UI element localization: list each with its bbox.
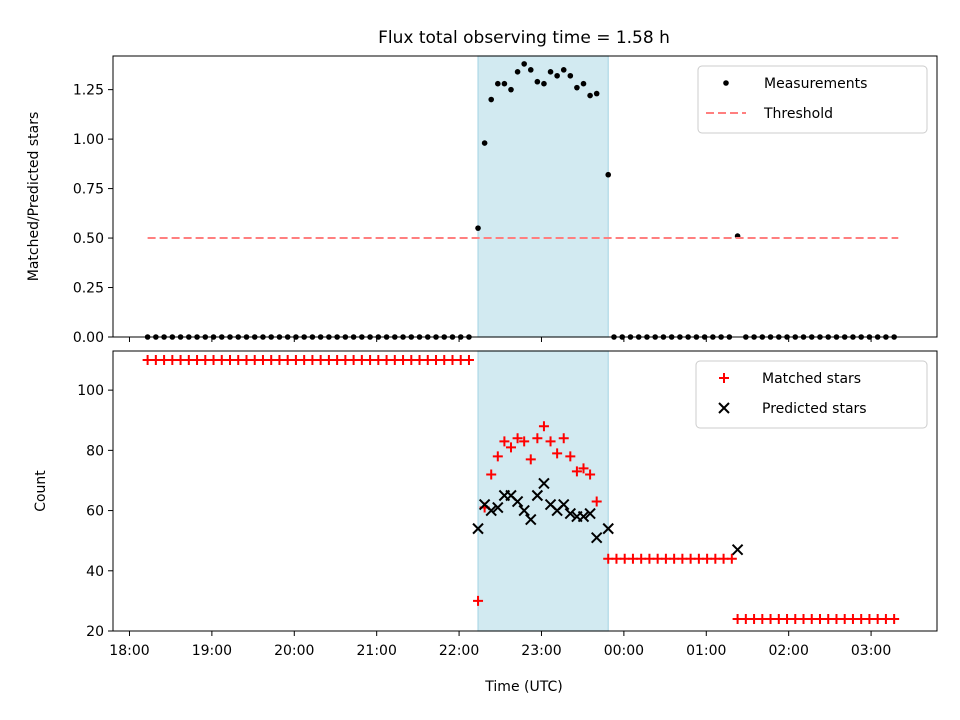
measurement-point <box>508 86 514 93</box>
matched-star-point <box>578 463 589 474</box>
matched-star-point <box>525 454 536 465</box>
legend-marker-plus <box>719 373 729 383</box>
matched-star-point <box>545 436 556 447</box>
predicted-star-point <box>564 507 577 520</box>
measurement-point <box>541 80 547 87</box>
x-tick-label: 03:00 <box>851 643 891 659</box>
legend-box <box>695 360 928 429</box>
predicted-star-point <box>731 544 744 556</box>
predicted-star-point <box>538 477 550 490</box>
x-tick-label: 01:00 <box>686 643 726 659</box>
matched-star-point <box>463 355 474 366</box>
matched-star-point <box>519 436 530 447</box>
matched-star-point <box>473 595 484 606</box>
matched-star-point <box>565 451 576 462</box>
matched-star-point <box>505 442 516 453</box>
matched-star-point <box>486 469 497 480</box>
observing-window-shade <box>477 350 609 632</box>
predicted-star-point <box>584 507 596 520</box>
axes-frame <box>112 55 938 338</box>
matched-star-point <box>538 421 549 432</box>
legend-label: Matched stars <box>762 371 861 387</box>
measurement-point <box>574 84 580 91</box>
matched-star-point <box>499 436 510 447</box>
measurement-point <box>501 80 508 87</box>
measurement-point <box>534 78 541 85</box>
figure-title: Flux total observing time = 1.58 h <box>378 28 670 48</box>
y-axis-label: Count <box>33 470 49 512</box>
matched-star-point <box>552 448 563 459</box>
matched-star-point <box>492 451 503 462</box>
predicted-star-point <box>511 495 524 508</box>
y-tick-label: 80 <box>86 443 104 459</box>
x-tick-label: 23:00 <box>521 643 561 659</box>
x-tick-label: 22:00 <box>439 643 479 659</box>
x-tick-label: 18:00 <box>109 643 149 659</box>
predicted-star-point <box>472 522 484 535</box>
matched-star-point <box>512 433 523 444</box>
y-axis-label: Matched/Predicted stars <box>26 112 42 282</box>
y-tick-label: 100 <box>77 383 104 399</box>
x-tick-label: 20:00 <box>274 643 314 659</box>
matched-star-point <box>571 466 582 477</box>
measurement-point <box>481 140 488 146</box>
legend-marker-dot <box>723 80 729 86</box>
measurement-point <box>567 72 574 79</box>
y-tick-label: 1.25 <box>73 83 104 99</box>
predicted-star-point <box>558 498 570 511</box>
matched-star-point <box>585 469 596 480</box>
predicted-star-point <box>577 510 590 523</box>
predicted-star-point <box>590 531 603 544</box>
y-tick-label: 40 <box>86 564 104 580</box>
legend-box <box>697 65 928 134</box>
x-tick-label: 21:00 <box>357 643 397 659</box>
predicted-star-point <box>518 504 530 517</box>
y-tick-label: 0.50 <box>73 231 104 247</box>
axes-frame <box>112 350 938 632</box>
measurement-point <box>495 80 501 87</box>
measurement-point <box>593 90 600 97</box>
y-tick-label: 0.25 <box>73 281 104 297</box>
predicted-star-point <box>485 504 497 517</box>
matched-star-point <box>889 613 900 624</box>
measurement-point <box>560 67 567 73</box>
predicted-star-point <box>525 513 537 526</box>
legend-label: Threshold <box>763 106 833 122</box>
x-tick-label: 00:00 <box>604 643 644 659</box>
predicted-star-point <box>492 501 504 514</box>
x-axis-label: Time (UTC) <box>484 679 562 695</box>
x-tick-label: 19:00 <box>192 643 232 659</box>
observing-window-shade <box>477 55 609 338</box>
measurement-point <box>547 69 554 75</box>
measurement-point <box>580 80 587 87</box>
measurement-point <box>488 96 495 103</box>
legend-label: Predicted stars <box>762 401 867 417</box>
y-tick-label: 0.75 <box>73 182 104 198</box>
top-subplot: 0.00 0.25 0.50 0.75 1.00 1.25 Matched/Predicte… <box>26 55 938 346</box>
legend-marker-x <box>718 402 730 414</box>
bottom-subplot: 20 40 60 80 100 18:00 19:00 20:00 21:00 22:00 23:0… <box>33 350 938 659</box>
matched-star-point <box>591 496 602 507</box>
y-tick-label: 0.00 <box>73 330 104 346</box>
y-tick-label: 1.00 <box>73 132 104 148</box>
x-tick-label: 02:00 <box>769 643 809 659</box>
measurement-point <box>605 171 612 178</box>
measurement-point <box>554 72 560 79</box>
measurement-point <box>514 69 521 75</box>
predicted-star-point <box>602 522 614 535</box>
matched-star-point <box>532 433 543 444</box>
predicted-star-point <box>531 489 544 502</box>
matched-star-point <box>726 553 737 564</box>
y-tick-label: 20 <box>86 624 104 640</box>
measurement-point <box>587 92 593 99</box>
measurement-point <box>521 61 527 67</box>
matched-star-point <box>558 433 569 444</box>
y-tick-label: 60 <box>86 504 104 520</box>
legend-label: Measurements <box>764 76 867 92</box>
measurement-point <box>475 225 481 231</box>
measurement-point <box>527 67 534 73</box>
